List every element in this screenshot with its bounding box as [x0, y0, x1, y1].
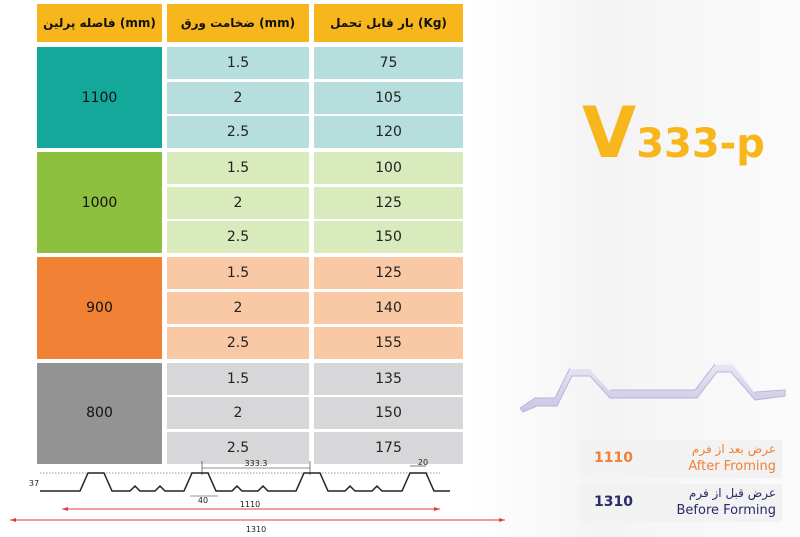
load-cell: 150: [314, 221, 463, 254]
header-load: بار قابل تحمل (Kg): [314, 4, 463, 42]
purlin-group: 1000 1.5 100 2 125 2.5 150: [37, 152, 463, 254]
load-cell: 135: [314, 362, 463, 395]
after-forming-box: 1110 عرض بعد از فرم After Froming: [580, 440, 782, 478]
header-thickness: ضخامت ورق (mm): [167, 4, 309, 42]
thickness-cell: 2: [167, 291, 309, 324]
thickness-cell: 1.5: [167, 362, 309, 395]
thickness-cell: 1.5: [167, 152, 309, 185]
thickness-cell: 2: [167, 397, 309, 430]
load-cell: 125: [314, 186, 463, 219]
table-row: 2 125: [167, 186, 463, 219]
thickness-cell: 2.5: [167, 116, 309, 149]
purlin-cell: 1000: [37, 152, 162, 254]
rib-top-label: 20: [418, 458, 428, 467]
profile-line: [40, 472, 450, 492]
thickness-cell: 2.5: [167, 431, 309, 464]
table-row: 2.5 150: [167, 221, 463, 254]
load-cell: 175: [314, 431, 463, 464]
after-forming-label-fa: عرض بعد از فرم: [691, 442, 776, 456]
before-forming-label-en: Before Forming: [676, 503, 777, 518]
table-row: 1.5 135: [167, 362, 463, 395]
title-model: 333-p: [636, 121, 765, 167]
load-cell: 105: [314, 81, 463, 114]
table-row: 2.5 120: [167, 116, 463, 149]
purlin-group: 900 1.5 125 2 140 2.5 155: [37, 257, 463, 359]
purlin-group: 1100 1.5 75 2 105 2.5 120: [37, 47, 463, 149]
product-title: V333-p: [582, 98, 765, 168]
header-purlin: فاصله پرلین (mm): [37, 4, 162, 42]
thickness-cell: 2.5: [167, 221, 309, 254]
before-forming-label-fa: عرض قبل از فرم: [688, 486, 776, 500]
table-row: 2.5 155: [167, 326, 463, 359]
load-cell: 140: [314, 291, 463, 324]
after-width-label: 1110: [240, 500, 260, 509]
thickness-cell: 2: [167, 81, 309, 114]
thickness-cell: 1.5: [167, 47, 309, 79]
title-letter: V: [582, 92, 637, 174]
after-forming-label-en: After Froming: [688, 459, 776, 474]
after-forming-value: 1110: [594, 450, 633, 466]
before-forming-box: 1310 عرض قبل از فرم Before Forming: [580, 484, 782, 522]
table-row: 1.5 75: [167, 47, 463, 79]
sheet-image: [519, 363, 786, 413]
purlin-cell: 800: [37, 362, 162, 464]
thickness-cell: 2.5: [167, 326, 309, 359]
load-cell: 150: [314, 397, 463, 430]
table-row: 2 150: [167, 397, 463, 430]
table-row: 1.5 125: [167, 257, 463, 290]
load-cell: 125: [314, 257, 463, 290]
before-width-label: 1310: [246, 525, 266, 534]
table-row: 2.5 175: [167, 431, 463, 464]
pitch-label: 333.3: [245, 459, 268, 468]
table-row: 2 105: [167, 81, 463, 114]
load-cell: 120: [314, 116, 463, 149]
before-forming-value: 1310: [594, 494, 633, 510]
purlin-cell: 1100: [37, 47, 162, 149]
purlin-group: 800 1.5 135 2 150 2.5 175: [37, 362, 463, 464]
table-row: 2 140: [167, 291, 463, 324]
rib-base-label: 40: [198, 496, 208, 505]
load-cell: 75: [314, 47, 463, 79]
load-cell: 100: [314, 152, 463, 185]
table-row: 1.5 100: [167, 152, 463, 185]
purlin-cell: 900: [37, 257, 162, 359]
load-cell: 155: [314, 326, 463, 359]
profile-drawing: 37 333.3 20 40 1110 1310: [10, 458, 505, 534]
height-label: 37: [29, 479, 39, 488]
thickness-cell: 1.5: [167, 257, 309, 290]
thickness-cell: 2: [167, 186, 309, 219]
